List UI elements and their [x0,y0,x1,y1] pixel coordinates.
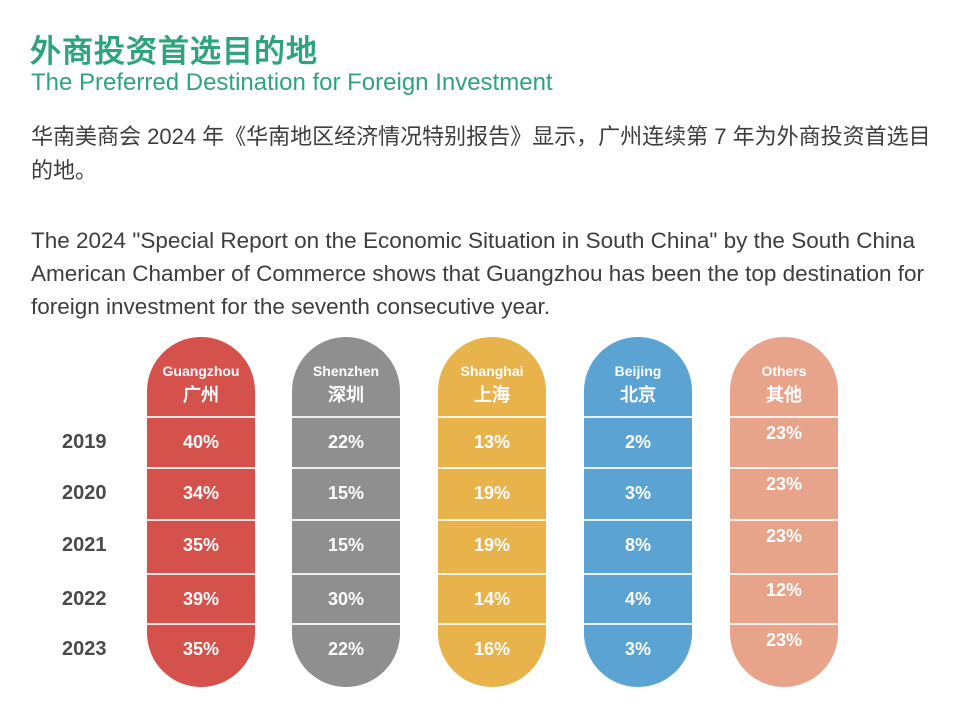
row-divider [730,573,838,575]
value-cell: 4% [624,589,651,609]
value-cell: 35% [182,535,220,555]
value-cell: 19% [473,535,511,555]
row-divider [292,416,400,418]
year-label-2023: 2023 [62,638,107,660]
value-cell: 12% [765,580,803,600]
value-cell: 23% [765,630,803,650]
value-cell: 35% [182,639,220,659]
value-cell: 23% [765,474,803,494]
value-cell: 2% [624,432,651,452]
row-divider [292,467,400,469]
page-title: 外商投资首选目的地 [30,34,318,69]
row-divider [584,416,692,418]
value-cell: 3% [624,639,651,659]
row-divider [730,416,838,418]
column-header: Shanghai 上海 [438,337,546,414]
column-header-zh: 深圳 [328,385,364,405]
column-beijing: Beijing 北京 2% 3% 8% 4% 3% [584,337,692,687]
row-divider [438,623,546,625]
value-cell: 3% [624,483,651,503]
description-english: The 2024 "Special Report on the Economic… [31,228,924,319]
value-cell: 15% [327,483,365,503]
column-header-zh: 北京 [620,385,656,405]
row-divider [584,519,692,521]
row-divider [147,573,255,575]
column-header: Beijing 北京 [584,337,692,414]
row-divider [438,573,546,575]
column-header: Shenzhen 深圳 [292,337,400,414]
value-cell: 39% [182,589,220,609]
column-header-en: Beijing [614,363,662,379]
row-divider [438,416,546,418]
year-label-2022: 2022 [62,588,107,610]
value-cell: 16% [473,639,511,659]
value-cell: 34% [182,483,220,503]
year-label-2020: 2020 [62,482,107,504]
value-cell: 14% [473,589,511,609]
page-subtitle: The Preferred Destination for Foreign In… [31,69,553,96]
column-header-en: Others [761,363,807,379]
column-header: Guangzhou 广州 [147,337,255,414]
row-divider [730,467,838,469]
value-cell: 8% [624,535,651,555]
row-divider [730,519,838,521]
column-header-en: Shanghai [460,363,524,379]
row-divider [147,467,255,469]
row-divider [292,623,400,625]
column-others: Others 其他 23% 23% 23% 12% 23% [730,337,838,687]
column-header-zh: 上海 [474,385,510,405]
value-cell: 40% [182,432,220,452]
row-divider [147,416,255,418]
row-divider [584,573,692,575]
value-cell: 23% [765,526,803,546]
row-divider [147,623,255,625]
column-shanghai: Shanghai 上海 13% 19% 19% 14% 16% [438,337,546,687]
value-cell: 15% [327,535,365,555]
value-cell: 22% [327,639,365,659]
row-divider [147,519,255,521]
row-divider [438,467,546,469]
row-divider [584,623,692,625]
column-shenzhen: Shenzhen 深圳 22% 15% 15% 30% 22% [292,337,400,687]
value-cell: 30% [327,589,365,609]
description-chinese: 华南美商会 2024 年《华南地区经济情况特别报告》显示，广州连续第 7 年为外… [31,124,931,183]
column-header: Others 其他 [730,337,838,414]
column-header-en: Shenzhen [312,363,380,379]
year-label-2021: 2021 [62,534,107,556]
row-divider [730,623,838,625]
row-divider [292,519,400,521]
column-header-zh: 其他 [766,385,802,405]
value-cell: 23% [765,423,803,443]
value-cell: 13% [473,432,511,452]
row-divider [438,519,546,521]
value-cell: 19% [473,483,511,503]
column-header-en: Guangzhou [162,363,240,379]
value-cell: 22% [327,432,365,452]
row-divider [584,467,692,469]
column-header-zh: 广州 [183,385,219,405]
year-label-2019: 2019 [62,431,107,453]
row-divider [292,573,400,575]
column-guangzhou: Guangzhou 广州 40% 34% 35% 39% 35% [147,337,255,687]
